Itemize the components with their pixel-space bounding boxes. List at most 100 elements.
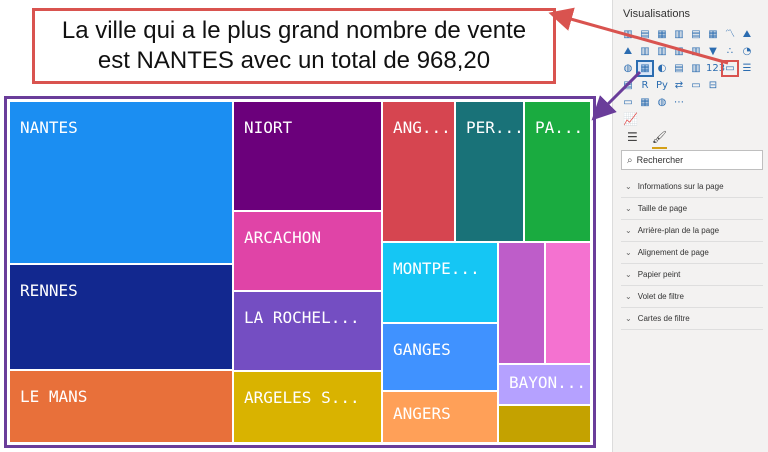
treemap-tile[interactable]: ARCACHON (234, 212, 381, 290)
treemap-tile[interactable]: NIORT (234, 102, 381, 210)
section-label: Taille de page (637, 204, 688, 213)
tile-label: RENNES (20, 281, 78, 300)
chevron-down-icon: ⌄ (625, 292, 632, 301)
treemap-tile[interactable]: MONTPE... (383, 243, 497, 322)
callout-line-2: est NANTES avec un total de 968,20 (97, 47, 491, 74)
section-wallpaper[interactable]: ⌄ Papier peint (621, 264, 763, 286)
annotation-callout: La ville qui a le plus grand nombre de v… (32, 8, 556, 84)
section-filter-pane[interactable]: ⌄ Volet de filtre (621, 286, 763, 308)
treemap-tile[interactable] (499, 243, 544, 363)
section-label: Cartes de filtre (637, 314, 690, 323)
visual-type-icon[interactable]: ⊟ (708, 80, 718, 91)
tile-label: NIORT (244, 118, 293, 137)
visual-type-icon[interactable]: Py (656, 80, 668, 91)
visual-type-icon[interactable]: ▤ (640, 29, 650, 40)
visual-type-icon[interactable] (689, 96, 703, 109)
treemap-tile[interactable] (499, 406, 590, 442)
visual-type-icon[interactable]: ▥ (691, 46, 701, 57)
treemap-tile[interactable]: BAYON... (499, 365, 590, 404)
section-filter-cards[interactable]: ⌄ Cartes de filtre (621, 308, 763, 330)
treemap-tile[interactable]: ANG... (383, 102, 454, 241)
tile-label: GANGES (393, 340, 451, 359)
search-input[interactable]: ⌕ Rechercher (621, 150, 763, 170)
visual-type-icon[interactable]: ▦ (657, 29, 667, 40)
visual-type-icon[interactable]: ▥ (674, 29, 684, 40)
section-label: Arrière-plan de la page (637, 226, 720, 235)
chevron-down-icon: ⌄ (625, 226, 632, 235)
visual-type-icon[interactable]: ◔ (742, 46, 752, 57)
tile-label: MONTPE... (393, 259, 480, 278)
visual-type-icon[interactable]: ∴ (726, 46, 734, 57)
visual-type-icon[interactable]: ▤ (674, 63, 684, 74)
visual-type-icon[interactable]: ▭ (721, 60, 739, 77)
tile-label: LA ROCHEL... (244, 308, 360, 327)
treemap-tile[interactable]: ARGELES S... (234, 372, 381, 442)
visual-type-icon[interactable]: ◐ (657, 63, 667, 74)
treemap-tile[interactable]: GANGES (383, 324, 497, 390)
section-page-background[interactable]: ⌄ Arrière-plan de la page (621, 220, 763, 242)
visual-type-icon[interactable]: ☰ (742, 63, 752, 74)
visual-type-icon[interactable]: ▥ (623, 29, 633, 40)
section-page-information[interactable]: ⌄ Informations sur la page (621, 176, 763, 198)
tile-label: BAYON... (509, 373, 587, 392)
treemap-tile[interactable]: ANGERS (383, 392, 497, 442)
visual-types-row: ▤ R Py ⇄ ▭ ⊟ (621, 79, 767, 92)
treemap-tile[interactable]: NANTES (10, 102, 232, 263)
tile-label: ANGERS (393, 404, 451, 423)
visual-type-icon[interactable]: 123 (706, 63, 726, 74)
visual-type-icon[interactable]: ◍ (657, 97, 667, 108)
format-tab-icon[interactable]: 🖌 (651, 130, 667, 149)
visual-types-row: ◍ ▦ ◐ ▤ ▥ 123 ▭ ☰ (621, 60, 767, 77)
visual-type-icon[interactable]: ▼ (709, 46, 717, 57)
visual-type-icon[interactable] (740, 96, 754, 109)
tile-label: ARCACHON (244, 228, 322, 247)
visual-type-icon[interactable]: ⇄ (674, 80, 684, 91)
treemap-tile[interactable]: RENNES (10, 265, 232, 369)
tile-label: LE MANS (20, 387, 88, 406)
visual-type-icon[interactable] (723, 96, 737, 109)
visual-type-icon[interactable] (740, 79, 754, 92)
visual-type-icon[interactable]: 〽 (725, 29, 735, 40)
visual-type-icon[interactable] (723, 79, 737, 92)
treemap-tile[interactable]: PA... (525, 102, 590, 241)
visual-type-icon[interactable]: ◍ (623, 63, 633, 74)
tile-label: NANTES (20, 118, 78, 137)
visual-type-icon[interactable] (706, 96, 720, 109)
visual-type-icon[interactable]: ▦ (636, 60, 654, 77)
visual-types-row: ▥ ▤ ▦ ▥ ▤ ▦ 〽 ⛰ (621, 28, 767, 41)
visual-type-icon[interactable]: R (641, 80, 649, 91)
visual-type-icon[interactable]: ▭ (691, 80, 701, 91)
fields-tab-icon[interactable]: ☰ (627, 130, 638, 144)
callout-line-1: La ville qui a le plus grand nombre de v… (61, 17, 527, 44)
chevron-down-icon: ⌄ (625, 248, 632, 257)
treemap-tile[interactable]: LA ROCHEL... (234, 292, 381, 370)
visual-type-icon[interactable]: ▭ (623, 97, 633, 108)
pane-title: Visualisations (623, 8, 691, 20)
visual-type-icon[interactable]: ▦ (640, 97, 650, 108)
visual-type-icon[interactable]: ▥ (640, 46, 650, 57)
section-page-size[interactable]: ⌄ Taille de page (621, 198, 763, 220)
treemap-tile[interactable] (546, 243, 590, 363)
chevron-down-icon: ⌄ (625, 270, 632, 279)
chevron-down-icon: ⌄ (625, 204, 632, 213)
search-icon: ⌕ (627, 154, 633, 166)
tile-label: ARGELES S... (244, 388, 360, 407)
visual-types-row: ⛰ ▥ ▥ ▥ ▥ ▼ ∴ ◔ (621, 45, 767, 58)
visual-type-icon[interactable]: ▦ (708, 29, 718, 40)
visual-type-icon[interactable]: ▥ (691, 63, 701, 74)
treemap-visual[interactable]: NANTES RENNES LE MANS NIORT ARCACHON LA … (4, 96, 596, 448)
visual-type-icon[interactable]: ⛰ (623, 46, 633, 57)
section-label: Informations sur la page (637, 182, 724, 191)
visual-type-icon[interactable]: ▥ (674, 46, 684, 57)
section-label: Volet de filtre (637, 292, 684, 301)
build-visual-icon[interactable]: 📈 (623, 112, 638, 126)
treemap-tile[interactable]: LE MANS (10, 371, 232, 442)
visual-type-icon[interactable]: ▥ (657, 46, 667, 57)
treemap-tile[interactable]: PER... (456, 102, 523, 241)
section-page-alignment[interactable]: ⌄ Alignement de page (621, 242, 763, 264)
visual-type-icon[interactable]: ▤ (623, 80, 633, 91)
visual-type-icon[interactable]: ▤ (691, 29, 701, 40)
tile-label: PA... (535, 118, 584, 137)
visual-type-icon[interactable]: ⛰ (742, 29, 752, 40)
visual-type-icon[interactable]: ⋯ (674, 97, 684, 108)
